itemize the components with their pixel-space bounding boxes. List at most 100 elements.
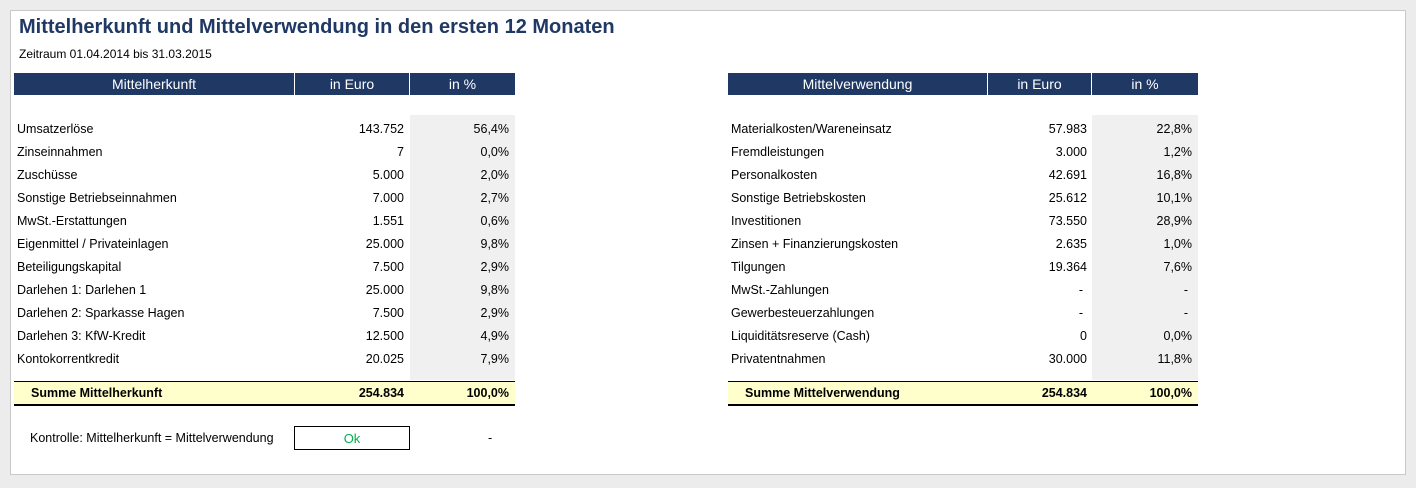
- row-label: Darlehen 2: Sparkasse Hagen: [17, 306, 185, 320]
- row-percent: 11,8%: [1157, 352, 1192, 366]
- table-row[interactable]: Zinseinnahmen 7 0,0%: [14, 141, 515, 164]
- row-euro: 25.612: [1048, 191, 1087, 205]
- row-percent: 22,8%: [1156, 122, 1192, 136]
- row-euro: -: [1078, 306, 1083, 320]
- kontrolle-status-cell[interactable]: Ok: [294, 426, 410, 450]
- kontrolle-status-text: Ok: [343, 430, 361, 446]
- row-percent: -: [1183, 306, 1188, 320]
- table-row[interactable]: Umsatzerlöse 143.752 56,4%: [14, 118, 515, 141]
- sum-euro: 254.834: [358, 386, 404, 400]
- table-row[interactable]: MwSt.-Erstattungen 1.551 0,6%: [14, 210, 515, 233]
- row-label: Sonstige Betriebseinnahmen: [17, 191, 177, 205]
- percent-column-shading: [1092, 115, 1198, 380]
- row-percent: 56,4%: [473, 122, 509, 136]
- row-label: Kontokorrentkredit: [17, 352, 120, 366]
- table-row[interactable]: Materialkosten/Wareneinsatz 57.983 22,8%: [728, 118, 1198, 141]
- row-label: Zinseinnahmen: [17, 145, 103, 159]
- table-header: Mittelverwendung in Euro in %: [728, 73, 1198, 95]
- table-row[interactable]: Darlehen 3: KfW-Kredit 12.500 4,9%: [14, 325, 515, 348]
- row-label: Gewerbesteuerzahlungen: [731, 306, 875, 320]
- row-percent: 2,9%: [480, 260, 510, 274]
- table-row[interactable]: Zuschüsse 5.000 2,0%: [14, 164, 515, 187]
- sum-label: Summe Mittelherkunft: [31, 386, 163, 400]
- row-euro: 12.500: [365, 329, 404, 343]
- row-euro: 7: [397, 145, 404, 159]
- table-row[interactable]: MwSt.-Zahlungen - -: [728, 279, 1198, 302]
- table-row[interactable]: Fremdleistungen 3.000 1,2%: [728, 141, 1198, 164]
- row-label: Eigenmittel / Privateinlagen: [17, 237, 169, 251]
- row-percent: 1,2%: [1163, 145, 1193, 159]
- header-cell-percent[interactable]: in %: [1092, 73, 1198, 95]
- row-label: Umsatzerlöse: [17, 122, 94, 136]
- row-euro: 20.025: [365, 352, 404, 366]
- row-label: Materialkosten/Wareneinsatz: [731, 122, 892, 136]
- table-row[interactable]: Eigenmittel / Privateinlagen 25.000 9,8%: [14, 233, 515, 256]
- table-row[interactable]: Liquiditätsreserve (Cash) 0 0,0%: [728, 325, 1198, 348]
- sum-row[interactable]: Summe Mittelherkunft 254.834 100,0%: [14, 381, 515, 406]
- table-row[interactable]: Tilgungen 19.364 7,6%: [728, 256, 1198, 279]
- row-percent: 0,0%: [1163, 329, 1193, 343]
- header-cell-category[interactable]: Mittelherkunft: [14, 73, 295, 95]
- row-euro: 25.000: [365, 237, 404, 251]
- percent-column-shading: [410, 115, 515, 380]
- row-label: Beteiligungskapital: [17, 260, 122, 274]
- row-percent: 9,8%: [480, 283, 510, 297]
- sum-label: Summe Mittelverwendung: [745, 386, 900, 400]
- row-euro: 30.000: [1048, 352, 1087, 366]
- row-label: Investitionen: [731, 214, 802, 228]
- page-title: Mittelherkunft und Mittelverwendung in d…: [19, 16, 615, 38]
- row-euro: 73.550: [1048, 214, 1087, 228]
- row-euro: 7.500: [372, 306, 404, 320]
- row-euro: 2.635: [1055, 237, 1087, 251]
- row-label: Tilgungen: [731, 260, 786, 274]
- row-label: MwSt.-Zahlungen: [731, 283, 829, 297]
- row-label: Privatentnahmen: [731, 352, 826, 366]
- row-euro: 3.000: [1055, 145, 1087, 159]
- table-row[interactable]: Gewerbesteuerzahlungen - -: [728, 302, 1198, 325]
- row-label: Zuschüsse: [17, 168, 78, 182]
- table-row[interactable]: Darlehen 2: Sparkasse Hagen 7.500 2,9%: [14, 302, 515, 325]
- row-euro: 19.364: [1048, 260, 1087, 274]
- row-percent: 9,8%: [480, 237, 510, 251]
- row-percent: 2,0%: [480, 168, 510, 182]
- row-label: MwSt.-Erstattungen: [17, 214, 127, 228]
- table-row[interactable]: Darlehen 1: Darlehen 1 25.000 9,8%: [14, 279, 515, 302]
- sum-percent: 100,0%: [466, 386, 509, 400]
- row-euro: 7.500: [372, 260, 404, 274]
- spreadsheet-sheet: Mittelherkunft und Mittelverwendung in d…: [10, 10, 1406, 475]
- sum-euro: 254.834: [1041, 386, 1087, 400]
- table-row[interactable]: Privatentnahmen 30.000 11,8%: [728, 348, 1198, 371]
- table-row[interactable]: Kontokorrentkredit 20.025 7,9%: [14, 348, 515, 371]
- row-label: Zinsen + Finanzierungskosten: [731, 237, 899, 251]
- row-percent: 1,0%: [1163, 237, 1193, 251]
- kontrolle-difference: -: [488, 431, 493, 445]
- row-euro: 5.000: [372, 168, 404, 182]
- table-row[interactable]: Personalkosten 42.691 16,8%: [728, 164, 1198, 187]
- row-percent: 16,8%: [1156, 168, 1192, 182]
- row-label: Darlehen 3: KfW-Kredit: [17, 329, 146, 343]
- table-row[interactable]: Sonstige Betriebseinnahmen 7.000 2,7%: [14, 187, 515, 210]
- header-cell-category[interactable]: Mittelverwendung: [728, 73, 988, 95]
- row-percent: 4,9%: [480, 329, 510, 343]
- table-row[interactable]: Beteiligungskapital 7.500 2,9%: [14, 256, 515, 279]
- header-cell-percent[interactable]: in %: [410, 73, 515, 95]
- table-row[interactable]: Sonstige Betriebskosten 25.612 10,1%: [728, 187, 1198, 210]
- row-label: Personalkosten: [731, 168, 818, 182]
- header-cell-euro[interactable]: in Euro: [988, 73, 1092, 95]
- table-header: Mittelherkunft in Euro in %: [14, 73, 515, 95]
- row-euro: 1.551: [372, 214, 404, 228]
- table-row[interactable]: Investitionen 73.550 28,9%: [728, 210, 1198, 233]
- row-percent: 2,9%: [480, 306, 510, 320]
- table-row[interactable]: Zinsen + Finanzierungskosten 2.635 1,0%: [728, 233, 1198, 256]
- row-euro: 57.983: [1048, 122, 1087, 136]
- row-euro: 0: [1080, 329, 1087, 343]
- row-percent: -: [1183, 283, 1188, 297]
- row-percent: 28,9%: [1156, 214, 1192, 228]
- header-cell-euro[interactable]: in Euro: [295, 73, 410, 95]
- sum-row[interactable]: Summe Mittelverwendung 254.834 100,0%: [728, 381, 1198, 406]
- row-euro: 7.000: [372, 191, 404, 205]
- row-euro: 143.752: [358, 122, 404, 136]
- row-percent: 0,6%: [480, 214, 510, 228]
- row-label: Darlehen 1: Darlehen 1: [17, 283, 147, 297]
- row-percent: 7,6%: [1163, 260, 1193, 274]
